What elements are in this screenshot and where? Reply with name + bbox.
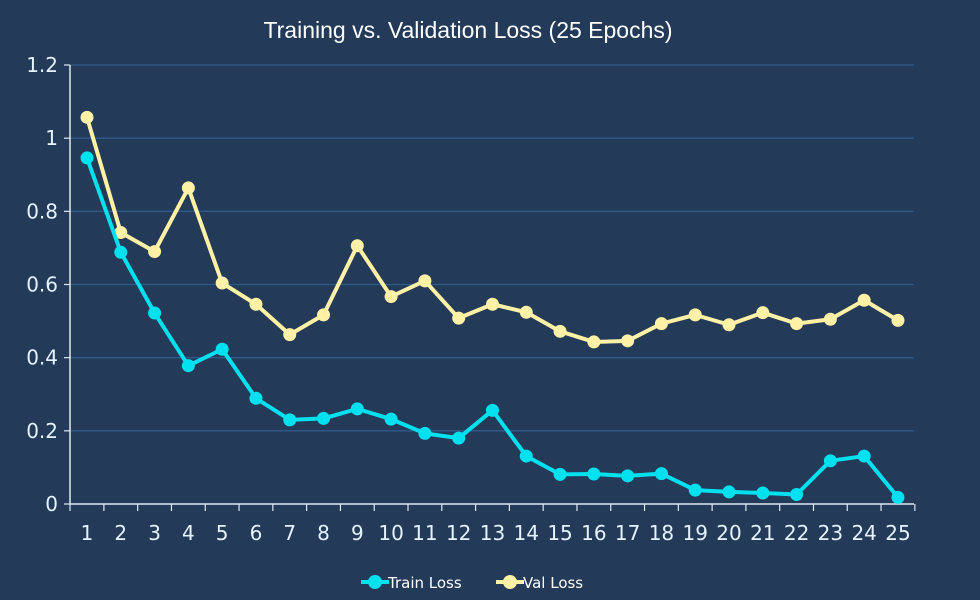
data-point[interactable]	[114, 245, 128, 259]
legend-item-val-loss[interactable]: Val Loss	[496, 574, 583, 592]
data-point[interactable]	[80, 151, 94, 165]
data-point[interactable]	[857, 293, 871, 307]
data-point[interactable]	[688, 483, 702, 497]
legend-label: Train Loss	[387, 574, 462, 592]
x-tick-label: 1	[81, 521, 94, 545]
series-line	[85, 155, 900, 500]
data-point[interactable]	[148, 245, 162, 259]
data-point[interactable]	[790, 487, 804, 501]
data-point[interactable]	[283, 328, 297, 342]
y-tick-label: 0.4	[26, 346, 58, 370]
legend-label: Val Loss	[523, 574, 583, 592]
data-point[interactable]	[283, 413, 297, 427]
data-point[interactable]	[891, 313, 905, 327]
x-tick-labels: 1 2 3 4 5 6 7 8 9 10 11 12 13 14 15 16 17 18 19 20 21 22 23 24 2…	[69, 504, 916, 545]
y-tick-labels: 0 0.2 0.4 0.6 0.8 1 1.2	[26, 53, 70, 516]
data-point[interactable]	[621, 469, 635, 483]
data-point[interactable]	[249, 391, 263, 405]
data-point[interactable]	[587, 467, 601, 481]
x-tick-label: 11	[412, 521, 437, 545]
x-tick-label: 24	[851, 521, 876, 545]
x-tick-label: 16	[581, 521, 606, 545]
legend[interactable]: Train Loss Val Loss	[361, 574, 583, 592]
x-tick-label: 13	[480, 521, 505, 545]
data-point[interactable]	[485, 403, 499, 417]
data-point[interactable]	[519, 449, 533, 463]
data-point[interactable]	[823, 454, 837, 468]
x-tick-label: 4	[182, 521, 195, 545]
data-point[interactable]	[148, 306, 162, 320]
gridlines	[70, 64, 914, 432]
x-tick-label: 22	[784, 521, 809, 545]
data-point[interactable]	[621, 334, 635, 348]
x-tick-label: 10	[378, 521, 403, 545]
data-point[interactable]	[418, 426, 432, 440]
x-tick-label: 15	[547, 521, 572, 545]
y-tick-label: 0.8	[26, 199, 58, 223]
data-point[interactable]	[722, 485, 736, 499]
data-point[interactable]	[418, 274, 432, 288]
x-tick-label: 5	[216, 521, 229, 545]
x-tick-label: 14	[514, 521, 539, 545]
data-point[interactable]	[80, 110, 94, 124]
x-tick-label: 3	[148, 521, 161, 545]
x-tick-label: 6	[250, 521, 263, 545]
legend-swatch-marker	[503, 575, 517, 589]
data-point[interactable]	[452, 311, 466, 325]
x-tick-label: 20	[716, 521, 741, 545]
data-point[interactable]	[587, 335, 601, 349]
data-point[interactable]	[452, 431, 466, 445]
x-tick-label: 12	[446, 521, 471, 545]
x-tick-label: 19	[682, 521, 707, 545]
data-point[interactable]	[384, 412, 398, 426]
x-tick-label: 25	[885, 521, 910, 545]
legend-item-train-loss[interactable]: Train Loss	[361, 574, 462, 592]
data-point[interactable]	[114, 226, 128, 240]
data-point[interactable]	[317, 411, 331, 425]
data-point[interactable]	[857, 449, 871, 463]
x-tick-label: 8	[317, 521, 330, 545]
series-train-loss	[80, 151, 905, 504]
x-tick-label: 18	[649, 521, 674, 545]
legend-swatch-marker	[368, 575, 382, 589]
data-point[interactable]	[756, 306, 770, 320]
data-point[interactable]	[317, 308, 331, 322]
data-point[interactable]	[350, 239, 364, 253]
data-point[interactable]	[181, 359, 195, 373]
data-point[interactable]	[553, 324, 567, 338]
data-point[interactable]	[654, 317, 668, 331]
data-point[interactable]	[215, 276, 229, 290]
series-val-loss	[80, 110, 905, 349]
x-tick-label: 17	[615, 521, 640, 545]
data-point[interactable]	[756, 486, 770, 500]
data-point[interactable]	[384, 290, 398, 304]
data-point[interactable]	[722, 318, 736, 332]
x-tick-label: 2	[114, 521, 127, 545]
x-tick-label: 23	[818, 521, 843, 545]
data-point[interactable]	[891, 490, 905, 504]
data-point[interactable]	[215, 342, 229, 356]
y-tick-label: 1.2	[26, 53, 58, 77]
data-point[interactable]	[688, 308, 702, 322]
data-point[interactable]	[249, 297, 263, 311]
x-tick-label: 9	[351, 521, 364, 545]
data-point[interactable]	[790, 317, 804, 331]
data-point[interactable]	[823, 312, 837, 326]
y-tick-label: 0	[45, 492, 58, 516]
y-tick-label: 0.6	[26, 273, 58, 297]
data-point[interactable]	[654, 467, 668, 481]
series-lines	[80, 110, 905, 504]
x-tick-label: 7	[283, 521, 296, 545]
y-tick-label: 1	[45, 126, 58, 150]
data-point[interactable]	[485, 297, 499, 311]
x-tick-label: 21	[750, 521, 775, 545]
data-point[interactable]	[553, 467, 567, 481]
y-tick-label: 0.2	[26, 419, 58, 443]
data-point[interactable]	[519, 305, 533, 319]
data-point[interactable]	[181, 181, 195, 195]
data-point[interactable]	[350, 402, 364, 416]
chart-title: Training vs. Validation Loss (25 Epochs)	[263, 17, 672, 43]
